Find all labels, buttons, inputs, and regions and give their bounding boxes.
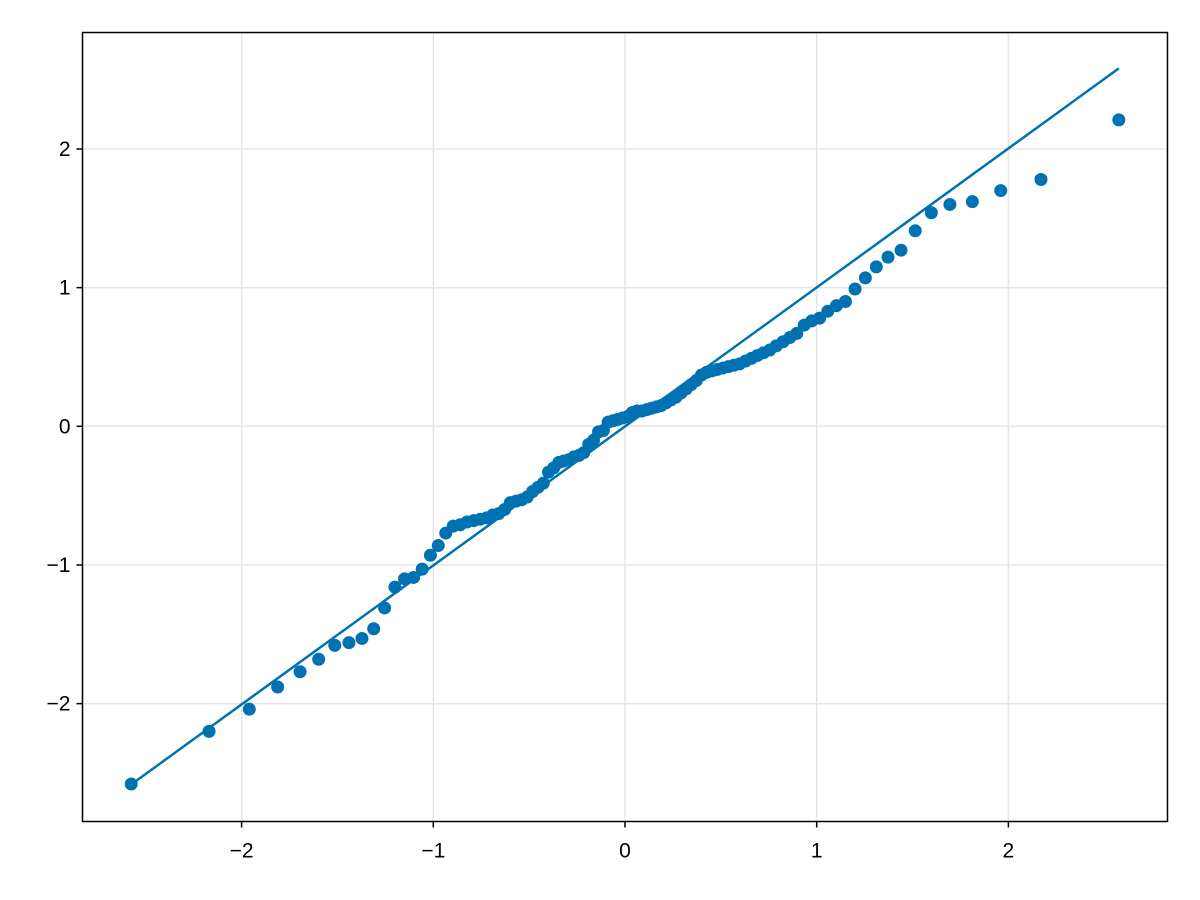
x-tick-label: −2 [230, 840, 254, 863]
data-point [293, 665, 307, 679]
data-point [943, 197, 957, 211]
scatter-points [124, 113, 1126, 791]
data-point [431, 539, 445, 553]
data-point [271, 680, 285, 694]
reference-line-group [130, 67, 1120, 786]
data-point [124, 777, 138, 791]
data-point [858, 271, 872, 285]
data-point [924, 206, 938, 220]
data-point [965, 195, 979, 209]
data-point [423, 548, 437, 562]
data-point [1034, 172, 1048, 186]
data-point [328, 638, 342, 652]
y-tick-label: −1 [47, 554, 71, 577]
data-point [1112, 113, 1126, 127]
y-axis: −2 −1 0 1 2 [47, 138, 83, 716]
y-tick-label: 1 [59, 277, 71, 300]
data-point [881, 250, 895, 264]
x-tick-label: 0 [619, 840, 631, 863]
data-point [790, 326, 804, 340]
data-point [869, 260, 883, 274]
x-tick-label: −1 [421, 840, 445, 863]
data-point [388, 580, 402, 594]
data-point [242, 702, 256, 716]
y-tick-label: 2 [59, 138, 71, 161]
data-point [312, 652, 326, 666]
grid [82, 32, 1168, 822]
data-point [536, 476, 550, 490]
data-point [342, 636, 356, 650]
data-point [415, 562, 429, 576]
y-tick-label: −2 [47, 693, 71, 716]
reference-line [130, 67, 1120, 786]
data-point [848, 282, 862, 296]
data-point [407, 570, 421, 584]
data-point [838, 295, 852, 309]
x-tick-label: 2 [1003, 840, 1015, 863]
data-point [355, 631, 369, 645]
data-point [378, 601, 392, 615]
x-axis: −2 −1 0 1 2 [230, 821, 1015, 863]
data-point [908, 224, 922, 238]
data-point [367, 622, 381, 636]
x-tick-label: 1 [811, 840, 823, 863]
data-point [894, 243, 908, 257]
data-point [994, 184, 1008, 198]
y-tick-label: 0 [59, 415, 71, 438]
data-point [202, 724, 216, 738]
